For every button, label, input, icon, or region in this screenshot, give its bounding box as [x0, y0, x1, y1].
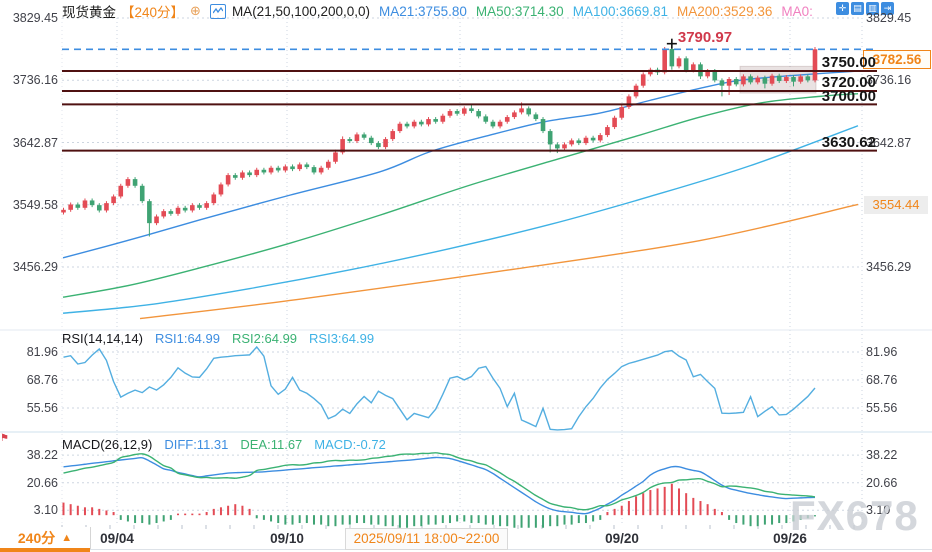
chart-pan-icon[interactable]: ▥: [866, 2, 879, 15]
price-axis-label: 3642.87: [12, 136, 58, 150]
rsi-axis-label: 68.76: [866, 373, 898, 387]
rsi2-value: RSI2:64.99: [231, 331, 298, 346]
step-forward-icon[interactable]: ⇥: [881, 2, 894, 15]
timeframe-label[interactable]: 【240分】: [121, 5, 185, 20]
ma200-price-tag: 3554.44: [864, 196, 928, 214]
timeframe-tab-label: 240分: [17, 530, 56, 546]
rsi-axis-label: 55.56: [866, 401, 898, 415]
chart-toolbar: ✛ ▤ ▥ ⇥: [836, 2, 894, 15]
ma-settings-label: MA(21,50,100,200,0,0): [231, 3, 371, 19]
macd-axis-label: 3.10: [33, 503, 58, 517]
level-label-3720: 3720.00: [821, 74, 876, 91]
link-icon[interactable]: ⊕: [190, 3, 201, 18]
price-axis-label: 3456.29: [12, 260, 58, 274]
macd-axis-label: 3.10: [866, 503, 891, 517]
timeframe-tab-underline: [0, 548, 90, 552]
rsi-axis-label: 81.96: [26, 345, 58, 359]
timeframe-expand-icon: ▲: [61, 532, 73, 544]
ma50-value: MA50:3714.30: [475, 3, 564, 19]
level-label-3700: 3700.00: [821, 88, 876, 105]
macd-header: MACD(26,12,9) DIFF:11.31 DEA:11.67 MACD:…: [62, 437, 386, 452]
date-tick: 09/04: [100, 531, 134, 546]
macd-axis-label: 38.22: [26, 448, 58, 462]
price-axis-label: 3642.87: [866, 136, 912, 150]
price-axis-label: 3456.29: [866, 260, 912, 274]
drawing-marker-icon[interactable]: ⚑: [0, 433, 9, 444]
diff-value: DIFF:11.31: [164, 437, 229, 452]
selected-bar-tooltip: 2025/09/11 18:00~22:00 四: [345, 528, 508, 552]
date-tick: 09/10: [270, 531, 304, 546]
ma0-value: MA0:: [781, 3, 813, 19]
price-axis-label: 3549.58: [12, 198, 58, 212]
rsi-axis-label: 55.56: [26, 401, 58, 415]
level-label-3750: 3750.00: [821, 54, 876, 71]
date-tick: 09/26: [773, 531, 807, 546]
rsi1-value: RSI1:64.99: [154, 331, 220, 346]
ma200-value: MA200:3529.36: [677, 3, 773, 19]
watermark: FX678: [790, 492, 919, 539]
macd-value: MACD:-0.72: [314, 437, 386, 452]
macd-title[interactable]: MACD(26,12,9): [62, 437, 153, 452]
symbol-name: 现货黄金: [62, 5, 116, 20]
legend-bar: 现货黄金 【240分】 ⊕ MA(21,50,100,200,0,0) MA21…: [62, 1, 813, 21]
crosshair-icon[interactable]: ✛: [836, 2, 849, 15]
chart-scale-icon[interactable]: ▤: [851, 2, 864, 15]
price-axis-label: 3829.45: [866, 11, 912, 25]
level-label-3630: 3630.62: [821, 134, 876, 151]
current-price-tag: 3782.56: [863, 50, 931, 69]
price-axis-label: 3736.16: [866, 73, 912, 87]
candlestick-chart-icon[interactable]: [209, 3, 226, 19]
timeframe-tab[interactable]: 240分 ▲: [0, 527, 91, 549]
rsi-axis-label: 68.76: [26, 373, 58, 387]
dea-value: DEA:11.67: [240, 437, 303, 452]
price-axis-label: 3736.16: [12, 73, 58, 87]
rsi3-value: RSI3:64.99: [309, 331, 375, 346]
macd-axis-label: 20.66: [866, 476, 898, 490]
ma100-value: MA100:3669.81: [572, 3, 669, 19]
rsi-axis-label: 81.96: [866, 345, 898, 359]
date-tick: 09/20: [605, 531, 639, 546]
macd-axis-label: 20.66: [26, 476, 58, 490]
rsi-title[interactable]: RSI(14,14,14): [62, 331, 143, 346]
price-axis-label: 3829.45: [12, 11, 58, 25]
rsi-header: RSI(14,14,14) RSI1:64.99 RSI2:64.99 RSI3…: [62, 331, 374, 346]
ma21-value: MA21:3755.80: [379, 3, 467, 19]
swing-high-annotation: 3790.97: [677, 29, 733, 46]
macd-axis-label: 38.22: [866, 448, 898, 462]
